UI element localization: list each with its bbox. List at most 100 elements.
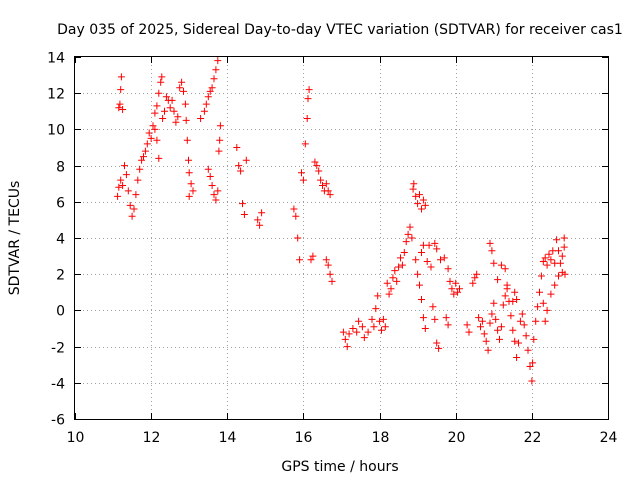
data-point [482,337,490,345]
data-point [303,115,311,122]
data-point [558,252,566,260]
data-point [358,323,366,331]
data-point [454,288,462,296]
data-point [419,196,427,204]
data-point [499,301,507,309]
data-point [176,84,184,92]
data-point [414,270,422,278]
data-point [345,330,353,338]
y-tick-label: 8 [56,160,65,176]
data-point [343,343,351,351]
data-point [128,212,136,220]
data-point [168,96,176,104]
data-point [151,109,159,117]
data-point [216,136,224,144]
data-point [547,256,555,264]
data-point [520,321,528,329]
data-point [145,129,153,137]
data-point [406,223,414,231]
data-point [391,267,399,275]
data-point [486,239,494,247]
y-axis-label: SDTVAR / TECUs [7,181,23,296]
data-point [370,323,378,331]
data-point [326,191,334,199]
data-point [296,256,304,264]
data-point [444,321,452,329]
data-point [178,78,186,86]
data-point [551,281,559,289]
x-tick-labels: 10 12 14 16 18 20 22 24 [67,430,618,446]
y-tick-label: 6 [56,196,65,212]
y-tick-label: -6 [51,413,65,429]
y-tick-label: 0 [56,304,65,320]
data-point [117,86,125,94]
data-point [379,315,387,323]
data-point [292,212,300,220]
data-point [138,156,146,164]
data-point [433,339,441,347]
data-point [418,296,425,303]
data-point [155,154,163,162]
data-point [529,359,537,367]
grid [75,57,608,419]
data-point [185,169,193,177]
data-point [166,104,174,112]
data-point [157,78,165,86]
data-point [381,323,389,331]
y-tick-label: 2 [56,268,65,284]
data-point [299,176,307,184]
data-point [256,221,264,229]
data-point [416,191,423,199]
data-point [484,346,492,354]
data-point [208,182,216,189]
data-points [114,57,569,385]
data-point [210,191,218,199]
data-point [185,156,192,164]
data-point [496,335,503,343]
data-point [353,328,361,336]
data-point [202,100,210,108]
data-point [374,292,382,300]
data-point [187,180,195,188]
data-point [233,144,241,151]
data-point [431,315,439,323]
data-point [208,84,216,92]
data-point [437,256,444,264]
data-point [528,377,536,385]
data-point [174,113,182,121]
data-point [416,281,423,289]
data-point [473,270,481,278]
data-point [301,140,309,148]
data-point [444,265,452,273]
data-point [197,115,205,122]
data-point [237,167,245,175]
data-point [511,288,519,296]
data-point [490,299,498,307]
x-tick-label: 10 [67,430,85,446]
data-point [509,297,517,305]
data-point [400,249,408,256]
x-tick-label: 22 [524,430,542,446]
data-point [322,256,330,264]
data-point [116,100,124,108]
data-point [419,241,427,249]
data-point [158,73,166,81]
data-point [513,354,521,361]
data-point [387,285,395,293]
y-tick-label: 4 [56,232,65,248]
data-point [313,162,321,170]
data-point [488,310,496,318]
data-point [397,254,404,262]
data-point [254,216,262,224]
data-point [115,104,123,112]
data-point [507,312,515,320]
data-point [560,243,568,251]
data-point [215,147,223,155]
data-point [404,230,412,238]
data-point [151,125,159,133]
data-point [452,279,460,287]
data-point [368,315,376,323]
data-point [349,325,357,332]
data-point [153,102,161,110]
data-point [117,73,125,81]
